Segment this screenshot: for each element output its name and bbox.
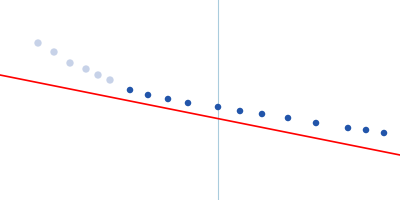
- Point: [381, 131, 387, 135]
- Point: [107, 78, 113, 82]
- Point: [67, 61, 73, 65]
- Point: [83, 67, 89, 71]
- Point: [237, 109, 243, 113]
- Point: [145, 93, 151, 97]
- Point: [35, 41, 41, 45]
- Point: [259, 112, 265, 116]
- Point: [51, 50, 57, 54]
- Point: [313, 121, 319, 125]
- Point: [95, 73, 101, 77]
- Point: [185, 101, 191, 105]
- Point: [363, 128, 369, 132]
- Point: [285, 116, 291, 120]
- Point: [165, 97, 171, 101]
- Point: [215, 105, 221, 109]
- Point: [345, 126, 351, 130]
- Point: [127, 88, 133, 92]
